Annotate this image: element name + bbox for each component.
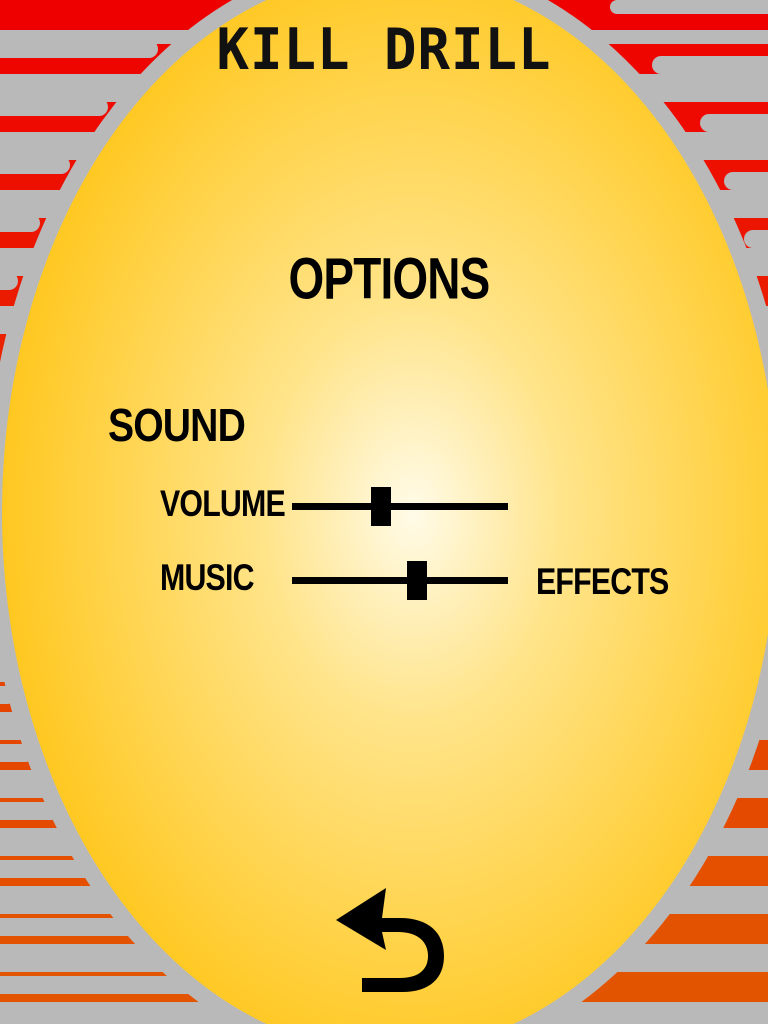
music-effects-slider[interactable]	[292, 561, 508, 600]
effects-label: EFFECTS	[536, 561, 669, 602]
volume-slider-thumb[interactable]	[370, 487, 391, 526]
music-label: MUSIC	[160, 557, 254, 598]
sound-heading: SOUND	[108, 399, 246, 451]
back-button[interactable]	[332, 884, 448, 996]
volume-slider[interactable]	[292, 487, 508, 526]
options-heading: OPTIONS	[288, 245, 491, 312]
music-effects-slider-thumb[interactable]	[407, 561, 428, 600]
game-title: KILL DRILL	[216, 16, 552, 83]
back-arrow-icon	[336, 888, 444, 992]
volume-label: VOLUME	[160, 483, 286, 524]
